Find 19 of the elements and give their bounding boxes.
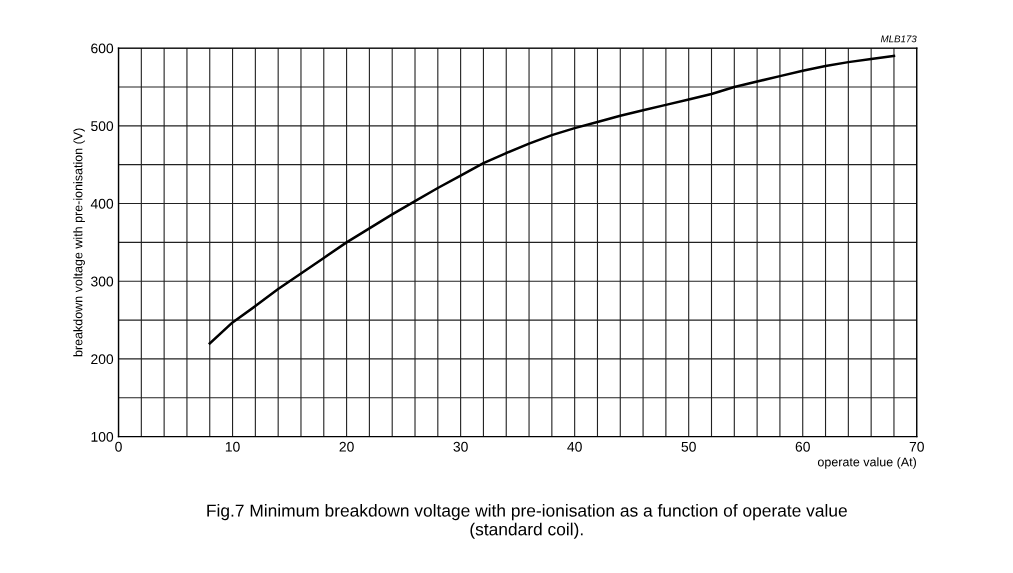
x-tick-label: 20 xyxy=(339,441,354,452)
x-tick-label: 70 xyxy=(909,441,924,452)
x-tick-label: 50 xyxy=(681,441,696,452)
y-axis-title: breakdown voltage with pre-ionisation (V) xyxy=(73,128,85,357)
y-tick-label: 400 xyxy=(90,198,114,209)
x-tick-label: 30 xyxy=(453,441,468,452)
x-tick-label: 60 xyxy=(795,441,810,452)
x-tick-label: 10 xyxy=(225,441,240,452)
x-tick-label: 0 xyxy=(115,441,122,452)
x-axis-title: operate value (At) xyxy=(817,457,916,469)
y-tick-label: 500 xyxy=(91,121,114,131)
y-tick-label: 600 xyxy=(91,43,114,54)
x-tick-label: 40 xyxy=(567,441,582,452)
text: MLB173 xyxy=(880,35,917,43)
y-tick-label: 300 xyxy=(91,276,114,287)
y-tick-label: 200 xyxy=(91,354,114,365)
caption: Fig.7 Minimum breakdown voltage with pre-ionisation as a function of operate value (standard coil). xyxy=(207,503,847,539)
line-series xyxy=(208,54,896,345)
y-tick-label: 100 xyxy=(91,431,114,442)
